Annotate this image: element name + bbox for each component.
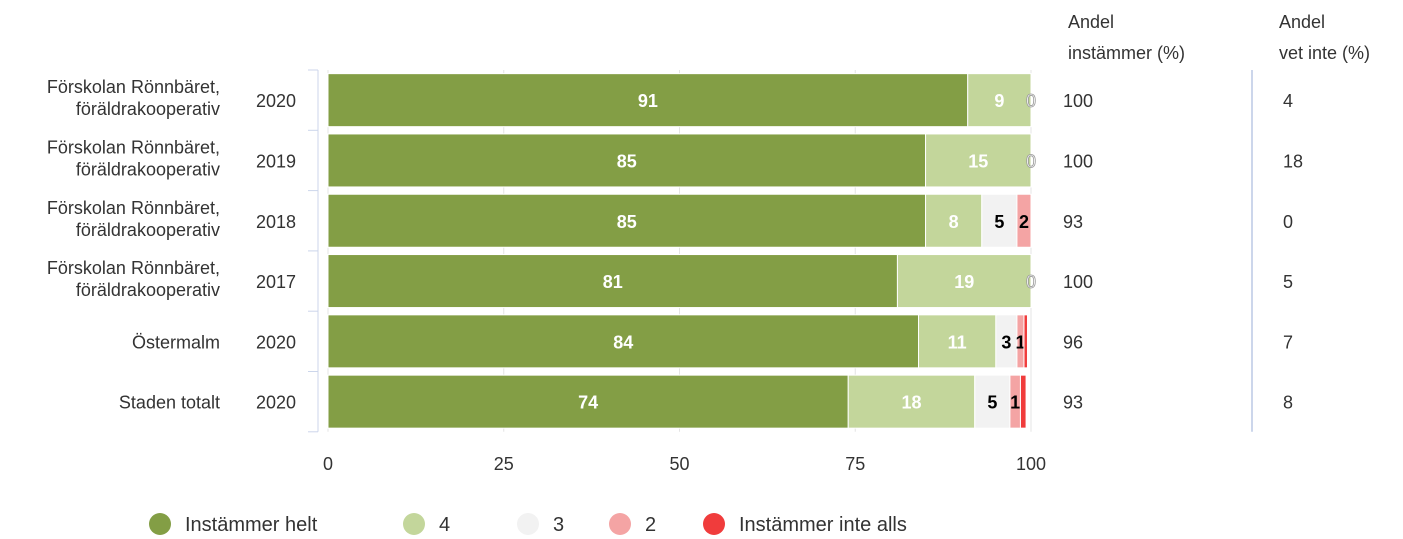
bar-segment bbox=[925, 193, 983, 248]
table-value: 96 bbox=[1063, 332, 1083, 352]
data-label: 11 bbox=[948, 332, 967, 352]
table-value: 18 bbox=[1283, 151, 1303, 171]
data-label: 1 bbox=[1015, 332, 1025, 352]
data-label: 19 bbox=[954, 272, 974, 292]
bar-segment bbox=[327, 193, 927, 248]
bar-segment bbox=[327, 374, 849, 429]
legend-marker bbox=[403, 513, 425, 535]
legend-label: Instämmer helt bbox=[185, 514, 318, 536]
bar-segment bbox=[327, 133, 927, 188]
data-label: 74 bbox=[578, 393, 598, 413]
table-value: 0 bbox=[1283, 212, 1293, 232]
bar-segment bbox=[918, 314, 997, 369]
category-label: Förskolan Rönnbäret, föräldrakooperativ bbox=[47, 198, 220, 240]
bar-segment bbox=[327, 254, 898, 309]
data-label: 1 bbox=[1010, 393, 1020, 413]
bar-segment bbox=[974, 374, 1011, 429]
data-label: 5 bbox=[994, 212, 1004, 232]
table-value: 93 bbox=[1063, 212, 1083, 232]
data-label: 85 bbox=[617, 151, 637, 171]
legend-label: Instämmer inte alls bbox=[739, 514, 907, 536]
x-tick-label: 100 bbox=[1016, 454, 1046, 474]
category-label: Förskolan Rönnbäret, föräldrakooperativ bbox=[47, 77, 220, 119]
bar-segment bbox=[981, 193, 1018, 248]
category-label: Förskolan Rönnbäret, föräldrakooperativ bbox=[47, 258, 220, 300]
data-label: 91 bbox=[638, 91, 658, 111]
year-label: 2020 bbox=[256, 91, 296, 111]
category-label: Östermalm bbox=[132, 332, 220, 352]
table-value: 8 bbox=[1283, 393, 1293, 413]
legend-marker bbox=[517, 513, 539, 535]
bar-segment bbox=[847, 374, 976, 429]
table-header-line2: instämmer (%) bbox=[1068, 43, 1185, 63]
category-label: Staden totalt bbox=[119, 393, 220, 413]
x-tick-label: 25 bbox=[494, 454, 514, 474]
bar-segment bbox=[896, 254, 1032, 309]
data-label: 5 bbox=[987, 393, 997, 413]
category-label: Förskolan Rönnbäret, föräldrakooperativ bbox=[47, 137, 220, 179]
year-label: 2018 bbox=[256, 212, 296, 232]
x-tick-label: 0 bbox=[323, 454, 333, 474]
data-label: 2 bbox=[1019, 212, 1029, 232]
table-value: 100 bbox=[1063, 91, 1093, 111]
legend-marker bbox=[149, 513, 171, 535]
data-label: 81 bbox=[603, 272, 623, 292]
x-tick-label: 50 bbox=[669, 454, 689, 474]
legend-marker bbox=[609, 513, 631, 535]
data-label: 8 bbox=[949, 212, 959, 232]
bar-segment bbox=[327, 314, 920, 369]
table-header-line1: Andel bbox=[1279, 12, 1325, 32]
data-label: 84 bbox=[613, 332, 633, 352]
table-header-line2: vet inte (%) bbox=[1279, 43, 1370, 63]
data-label: 9 bbox=[994, 91, 1004, 111]
data-label: 3 bbox=[1001, 332, 1011, 352]
bar-segment bbox=[967, 73, 1032, 128]
legend-label: 3 bbox=[553, 514, 564, 536]
year-label: 2020 bbox=[256, 393, 296, 413]
bar-segment bbox=[1023, 314, 1028, 369]
table-value: 5 bbox=[1283, 272, 1293, 292]
bar-segment bbox=[925, 133, 1032, 188]
table-value: 7 bbox=[1283, 332, 1293, 352]
legend-label: 2 bbox=[645, 514, 656, 536]
legend-label: 4 bbox=[439, 514, 450, 536]
data-label: 85 bbox=[617, 212, 637, 232]
legend-marker bbox=[703, 513, 725, 535]
bar-segment bbox=[1019, 374, 1027, 429]
year-label: 2019 bbox=[256, 151, 296, 171]
table-value: 100 bbox=[1063, 151, 1093, 171]
data-label: 0 bbox=[1026, 91, 1036, 111]
data-label: 0 bbox=[1026, 151, 1036, 171]
year-label: 2020 bbox=[256, 332, 296, 352]
table-header-line1: Andel bbox=[1068, 12, 1114, 32]
table-value: 100 bbox=[1063, 272, 1093, 292]
table-value: 93 bbox=[1063, 393, 1083, 413]
year-label: 2017 bbox=[256, 272, 296, 292]
data-label: 0 bbox=[1026, 272, 1036, 292]
data-label: 15 bbox=[968, 151, 988, 171]
table-value: 4 bbox=[1283, 91, 1293, 111]
bar-segment bbox=[1016, 193, 1032, 248]
data-label: 18 bbox=[901, 393, 921, 413]
x-tick-label: 75 bbox=[845, 454, 865, 474]
